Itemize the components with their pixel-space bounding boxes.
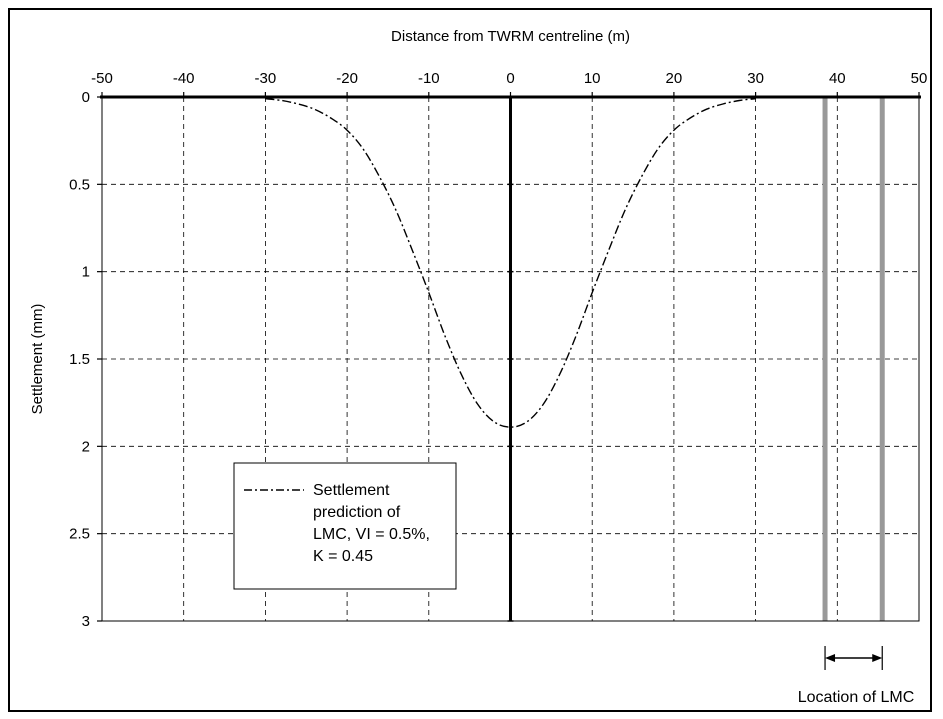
- tick-labels-layer: -50 -40 -30 -20 -10 0 10 20 30 40 50 0 0.5 1 1.5 2 2.5 3: [69, 70, 927, 630]
- y-tick-label: 1: [82, 264, 90, 281]
- arrow-left-head-icon: [825, 654, 836, 662]
- legend-label-line-2: prediction of: [313, 504, 401, 521]
- legend: Settlement prediction of LMC, VI = 0.5%,…: [233, 462, 457, 590]
- chart-frame: [8, 8, 932, 712]
- x-tick-label: 40: [829, 70, 846, 87]
- legend-label-line-1: Settlement: [313, 482, 390, 499]
- y-tick-label: 0.5: [69, 176, 90, 193]
- legend-label-line-4: K = 0.45: [313, 548, 373, 565]
- x-axis-title: Distance from TWRM centreline (m): [391, 28, 630, 45]
- x-tick-label: -50: [91, 70, 113, 87]
- y-tick-label: 2: [82, 438, 90, 455]
- y-axis-title: Settlement (mm): [29, 304, 46, 415]
- y-tick-label: 0: [82, 89, 90, 106]
- settlement-curve: [265, 98, 756, 428]
- lmc-location-annotation: Location of LMC: [798, 646, 915, 706]
- x-tick-label: 0: [506, 70, 514, 87]
- y-tick-label: 3: [82, 613, 90, 630]
- x-tick-label: 50: [911, 70, 928, 87]
- y-tick-label: 1.5: [69, 351, 90, 368]
- y-tick-label: 2.5: [69, 526, 90, 543]
- series-layer: [265, 98, 756, 428]
- x-tick-label: 20: [666, 70, 683, 87]
- legend-label-line-3: LMC, VI = 0.5%,: [313, 526, 430, 543]
- x-tick-label: 30: [747, 70, 764, 87]
- axis-layer: [97, 92, 921, 622]
- x-tick-label: -30: [255, 70, 277, 87]
- lmc-location-label: Location of LMC: [798, 689, 915, 706]
- legend-box: [233, 462, 457, 590]
- x-tick-label: -20: [336, 70, 358, 87]
- arrow-right-head-icon: [872, 654, 883, 662]
- x-tick-label: -10: [418, 70, 440, 87]
- x-tick-label: -40: [173, 70, 195, 87]
- x-tick-label: 10: [584, 70, 601, 87]
